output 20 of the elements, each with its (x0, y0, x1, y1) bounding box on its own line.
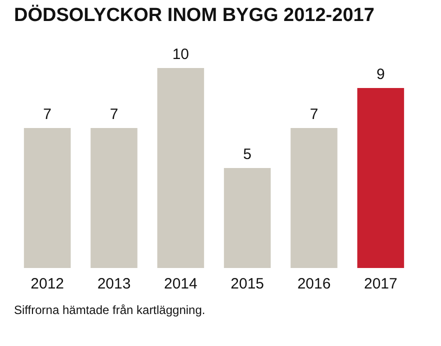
data-label: 7 (310, 106, 318, 123)
x-tick-label: 2014 (164, 276, 198, 292)
bar (357, 88, 404, 268)
bar (290, 128, 338, 268)
x-tick-label: 2012 (30, 276, 64, 292)
bar (157, 68, 204, 268)
x-tick-label: 2015 (230, 276, 264, 292)
bar (90, 128, 138, 268)
data-label: 5 (243, 146, 252, 163)
x-tick-label: 2013 (97, 276, 131, 292)
x-tick-label: 2017 (364, 276, 398, 292)
x-tick-label: 2016 (297, 276, 331, 292)
bar (24, 128, 71, 268)
data-label: 10 (172, 46, 190, 63)
chart-title: DÖDSOLYCKOR INOM BYGG 2012-2017 (14, 4, 374, 26)
data-label: 9 (376, 66, 385, 83)
data-label: 7 (43, 106, 52, 123)
data-label: 7 (110, 106, 118, 123)
bar (224, 168, 271, 268)
text: Siffrorna hämtade från kartläggning. (14, 303, 206, 317)
